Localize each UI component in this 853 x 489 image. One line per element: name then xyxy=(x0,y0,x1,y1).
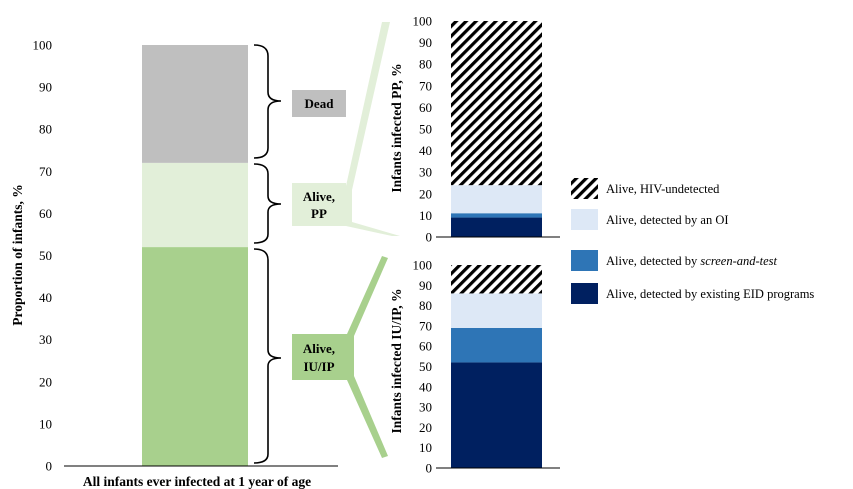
main-y-tick-label-8: 80 xyxy=(39,122,52,137)
main-y-tick-label-9: 90 xyxy=(39,80,52,95)
iuip-y-tick-label-8: 80 xyxy=(419,298,432,313)
pp-y-tick-label-6: 60 xyxy=(419,100,432,115)
iuip-bar-segment-0 xyxy=(451,362,542,468)
main-y-tick-label-7: 70 xyxy=(39,164,52,179)
legend-label-1: Alive, detected by an OI xyxy=(606,213,729,227)
iuip-bar-segment-1 xyxy=(451,327,542,363)
main-y-tick-label-6: 60 xyxy=(39,206,52,221)
legend-swatch-2 xyxy=(571,250,598,271)
iuip-y-tick-label-2: 20 xyxy=(419,420,432,435)
main-bar-segment-1 xyxy=(142,162,248,248)
main-y-axis-title: Proportion of infants, % xyxy=(10,184,25,326)
pp-y-axis-title: Infants infected PP, % xyxy=(389,63,404,192)
iuip-label-line2: IU/IP xyxy=(303,359,334,374)
iuip-connector xyxy=(347,256,388,458)
iuip-chart: 0 10 20 30 40 50 60 70 80 90 100 Infants infected … xyxy=(389,258,560,476)
legend-swatch-1 xyxy=(571,209,598,230)
pp-bar-segment-0 xyxy=(451,217,542,237)
pp-y-tick-label-10: 100 xyxy=(413,14,433,29)
pp-bar-segment-1 xyxy=(451,213,542,218)
pp-label-box xyxy=(292,183,346,226)
dead-label-box xyxy=(292,90,346,117)
iuip-y-tick-label-10: 100 xyxy=(413,258,433,273)
dead-brace xyxy=(253,44,282,159)
iuip-bar-segment-3 xyxy=(451,265,542,294)
pp-bar-segment-3 xyxy=(451,21,542,186)
pp-y-tick-label-4: 40 xyxy=(419,143,432,158)
pp-label-line1: Alive, xyxy=(303,189,335,204)
legend-swatch-3 xyxy=(571,283,598,304)
pp-y-tick-label-7: 70 xyxy=(419,78,432,93)
main-y-tick-label-5: 50 xyxy=(39,248,52,263)
legend-swatch-0 xyxy=(571,178,598,199)
dead-label: Dead xyxy=(305,96,335,111)
iuip-y-tick-label-1: 10 xyxy=(419,440,432,455)
pp-bars xyxy=(451,21,542,237)
iuip-bars xyxy=(451,265,542,468)
pp-y-tick-label-3: 30 xyxy=(419,165,432,180)
legend-label-0: Alive, HIV-undetected xyxy=(606,182,720,196)
pp-label-line2: PP xyxy=(311,206,327,221)
iuip-label-line1: Alive, xyxy=(303,341,335,356)
pp-y-tick-label-0: 0 xyxy=(426,230,433,245)
iuip-y-tick-label-5: 50 xyxy=(419,359,432,374)
iuip-y-tick-label-9: 90 xyxy=(419,278,432,293)
iuip-y-ticks: 0 10 20 30 40 50 60 70 80 90 100 xyxy=(413,258,433,476)
main-x-axis-title: All infants ever infected at 1 year of a… xyxy=(83,474,311,489)
main-chart: 0 10 20 30 40 50 60 70 80 90 100 Proportion of inf… xyxy=(10,22,400,489)
legend-label-3: Alive, detected by existing EID programs xyxy=(606,287,814,301)
pp-connector xyxy=(346,22,400,236)
legend-label-2: Alive, detected by screen-and-test xyxy=(606,254,778,268)
pp-y-ticks: 0 10 20 30 40 50 60 70 80 90 100 xyxy=(413,14,433,245)
main-bars xyxy=(142,45,248,466)
iuip-bar-segment-2 xyxy=(451,293,542,328)
pp-chart: 0 10 20 30 40 50 60 70 80 90 100 Infants infected … xyxy=(389,14,560,245)
main-y-tick-label-2: 20 xyxy=(39,374,52,389)
pp-y-tick-label-8: 80 xyxy=(419,57,432,72)
main-y-tick-label-3: 30 xyxy=(39,332,52,347)
iuip-y-tick-label-4: 40 xyxy=(419,379,432,394)
main-y-tick-label-1: 10 xyxy=(39,416,52,431)
iuip-y-tick-label-7: 70 xyxy=(419,318,432,333)
main-y-tick-label-4: 40 xyxy=(39,290,52,305)
iuip-brace xyxy=(253,248,282,464)
pp-y-tick-label-2: 20 xyxy=(419,186,432,201)
pp-brace xyxy=(253,163,282,244)
main-bar-segment-2 xyxy=(142,45,248,163)
main-y-tick-label-10: 100 xyxy=(33,38,53,53)
iuip-y-tick-label-3: 30 xyxy=(419,400,432,415)
pp-y-tick-label-5: 50 xyxy=(419,122,432,137)
legend: Alive, HIV-undetected Alive, detected by … xyxy=(571,178,814,304)
iuip-y-tick-label-0: 0 xyxy=(426,461,433,476)
iuip-y-tick-label-6: 60 xyxy=(419,339,432,354)
main-y-tick-label-0: 0 xyxy=(46,459,53,474)
pp-y-tick-label-9: 90 xyxy=(419,35,432,50)
pp-bar-segment-2 xyxy=(451,185,542,214)
iuip-label-box xyxy=(292,334,347,380)
main-y-ticks: 0 10 20 30 40 50 60 70 80 90 100 xyxy=(33,38,53,474)
iuip-y-axis-title: Infants infected IU/IP, % xyxy=(389,288,404,433)
pp-y-tick-label-1: 10 xyxy=(419,208,432,223)
main-bar-segment-0 xyxy=(142,247,248,466)
